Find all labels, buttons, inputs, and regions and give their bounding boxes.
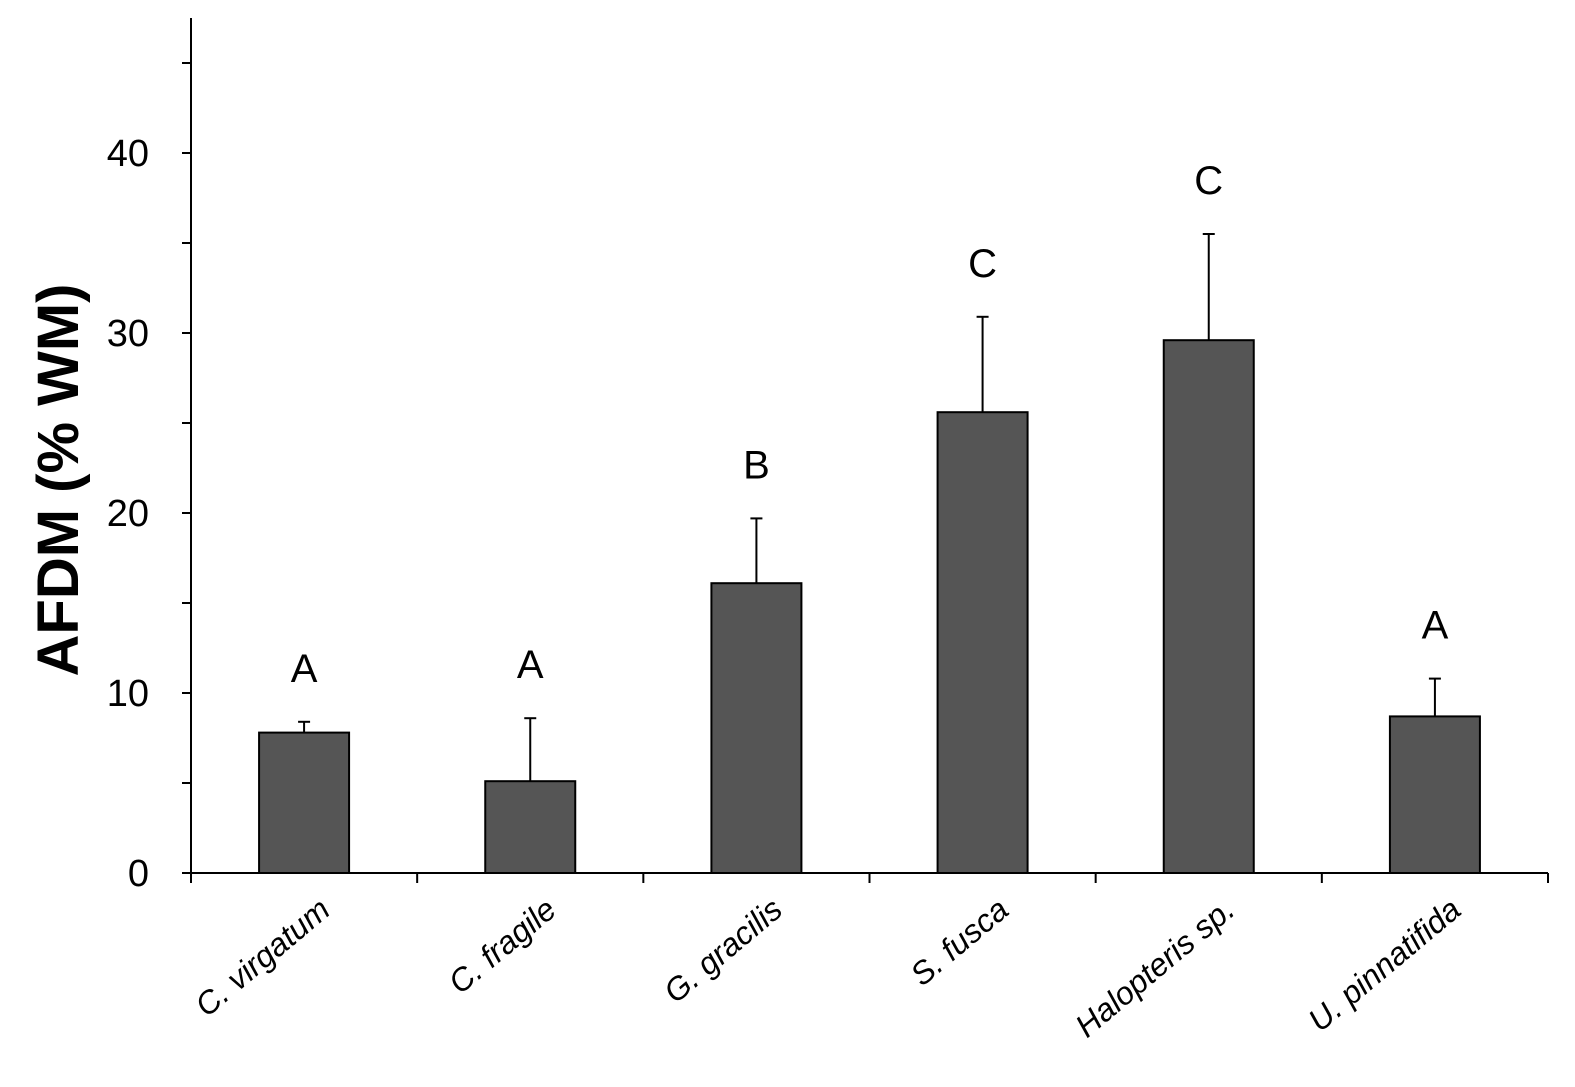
y-axis-title: AFDM (% WM) (26, 283, 91, 676)
significance-letter: A (517, 643, 544, 687)
y-tick-label: 10 (107, 673, 149, 715)
bar (258, 731, 351, 874)
labels: A C. virgatum A C. fragile B G. gracilis C S. f… (188, 159, 1467, 1044)
y-tick-label: 20 (107, 493, 149, 535)
significance-letter: B (743, 443, 770, 487)
category-label: C. fragile (442, 891, 563, 1001)
y-tick-label: 40 (107, 133, 149, 175)
bar (1388, 715, 1481, 875)
category-label: G. gracilis (657, 891, 789, 1010)
y-tick-label: 0 (128, 853, 149, 895)
category-label: U. pinnatifida (1301, 891, 1467, 1039)
significance-letter: A (291, 647, 318, 691)
significance-letter: C (968, 242, 997, 286)
category-label: C. virgatum (188, 891, 336, 1024)
significance-letter: A (1422, 604, 1449, 648)
bar (710, 582, 803, 874)
bar (936, 411, 1029, 874)
significance-letter: C (1194, 159, 1223, 203)
y-tick-label: 30 (107, 313, 149, 355)
category-label: Halopteris sp. (1068, 891, 1241, 1044)
bar (1162, 339, 1255, 874)
category-label: S. fusca (903, 891, 1015, 993)
bar (484, 780, 577, 875)
bars (258, 233, 1481, 875)
axes: 0 10 20 30 40 (107, 18, 1549, 895)
